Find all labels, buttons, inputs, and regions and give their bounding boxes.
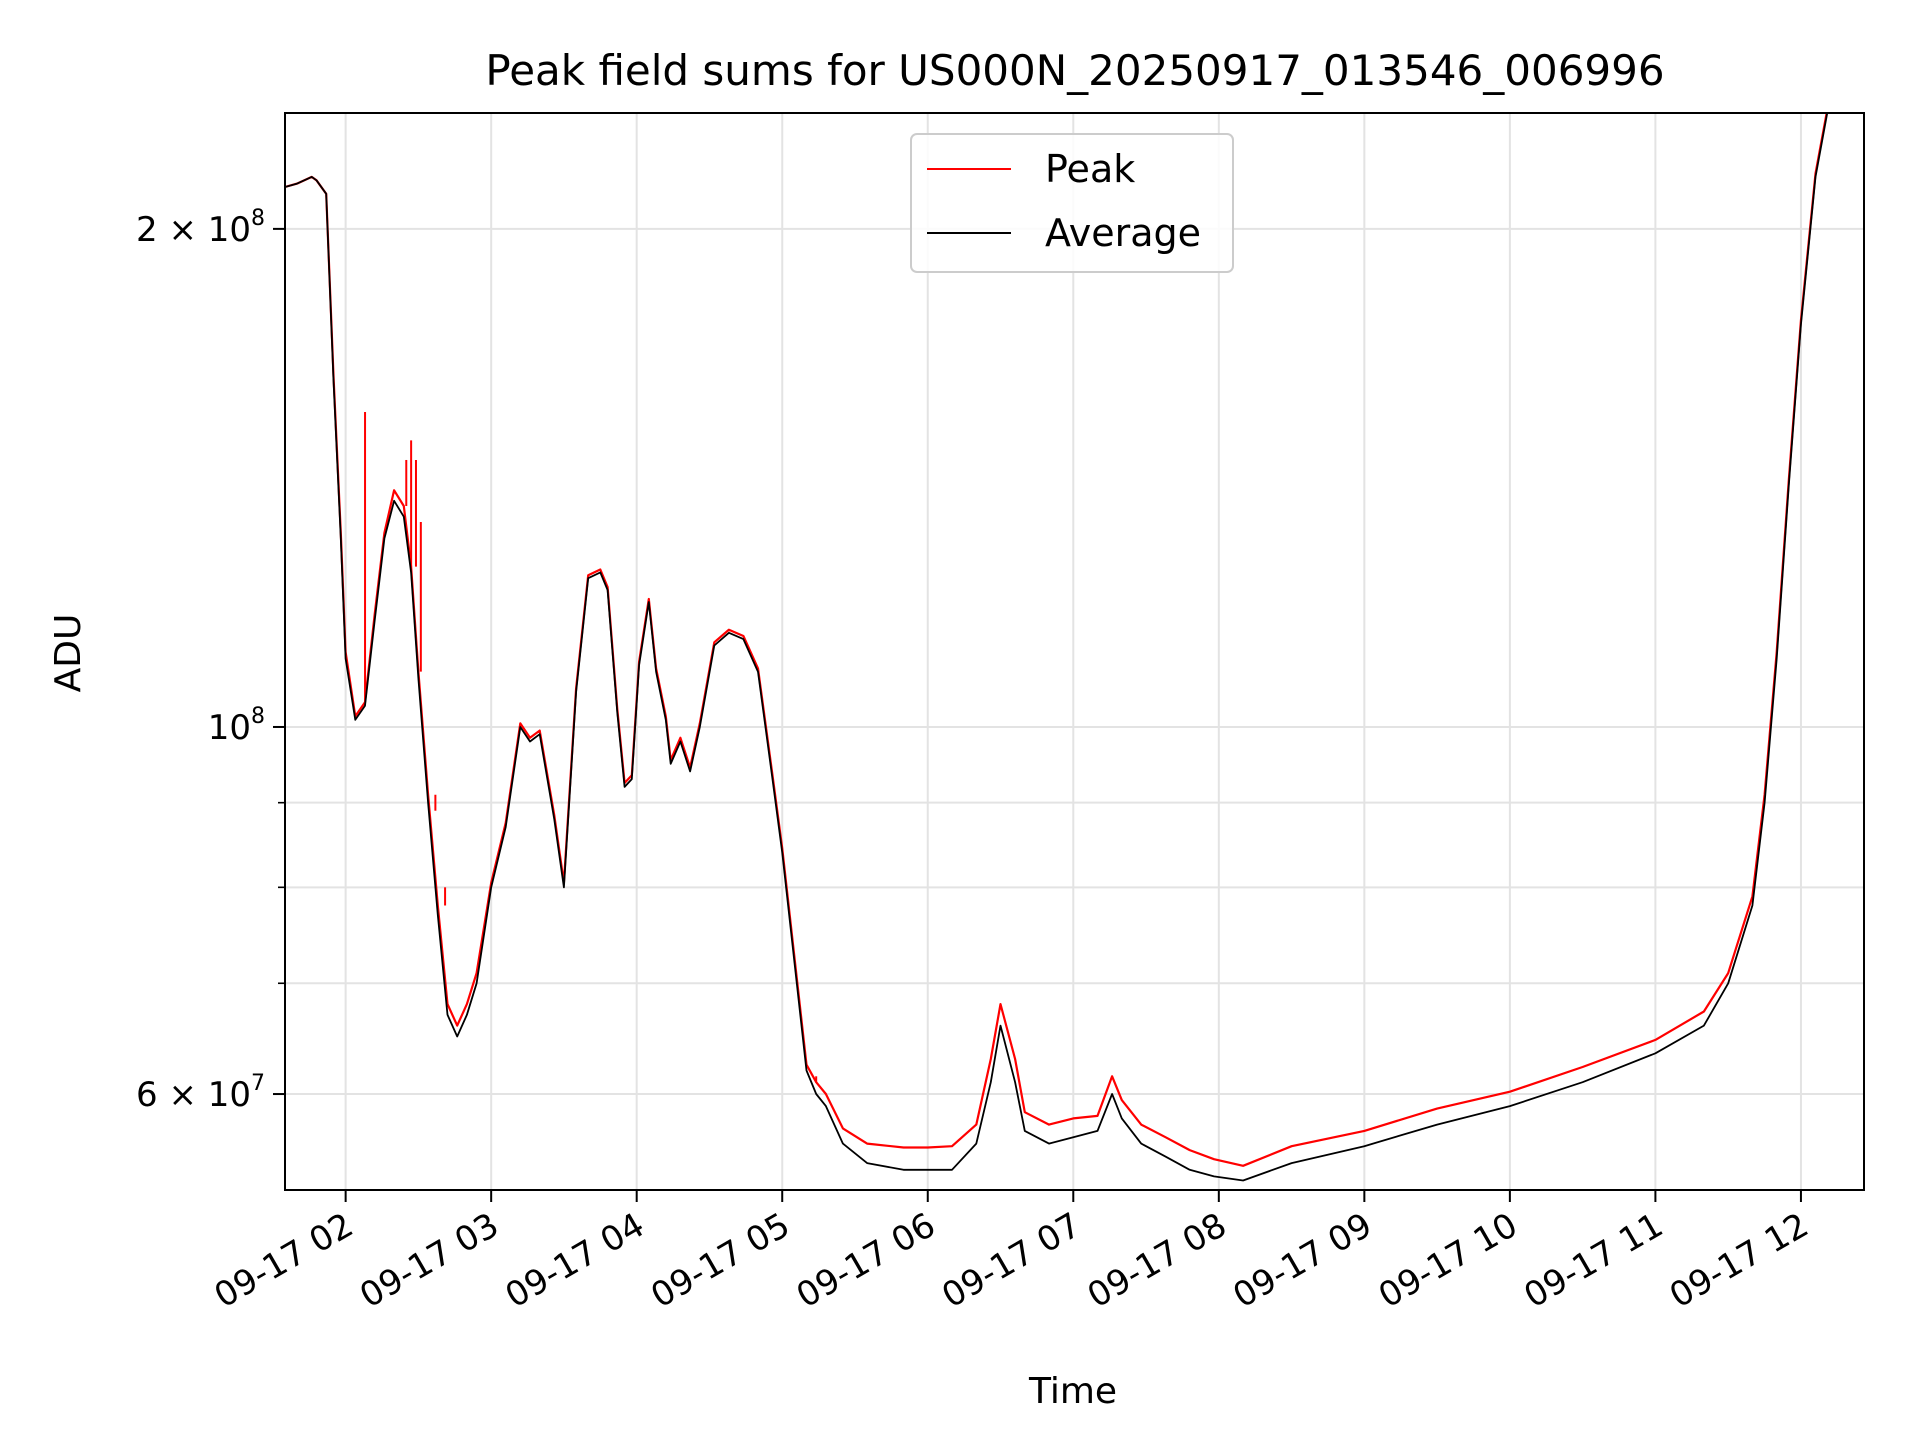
average-series-line — [285, 113, 1829, 1182]
chart-title: Peak field sums for US000N_20250917_0135… — [485, 46, 1664, 95]
legend-label-average: Average — [1045, 211, 1201, 255]
y-axis-label: ADU — [48, 614, 89, 693]
legend-label-peak: Peak — [1045, 147, 1135, 191]
series-group — [285, 113, 1829, 1182]
y-tick-label: 2 × 108 — [136, 206, 265, 250]
legend: Peak Average — [910, 133, 1234, 273]
grid — [285, 113, 1864, 1190]
y-tick-label: 6 × 107 — [136, 1071, 265, 1115]
x-axis-label: Time — [1028, 1371, 1117, 1412]
plot-frame — [284, 112, 1865, 1191]
axis-ticks — [273, 227, 1802, 1202]
y-tick-label: 108 — [208, 704, 265, 748]
